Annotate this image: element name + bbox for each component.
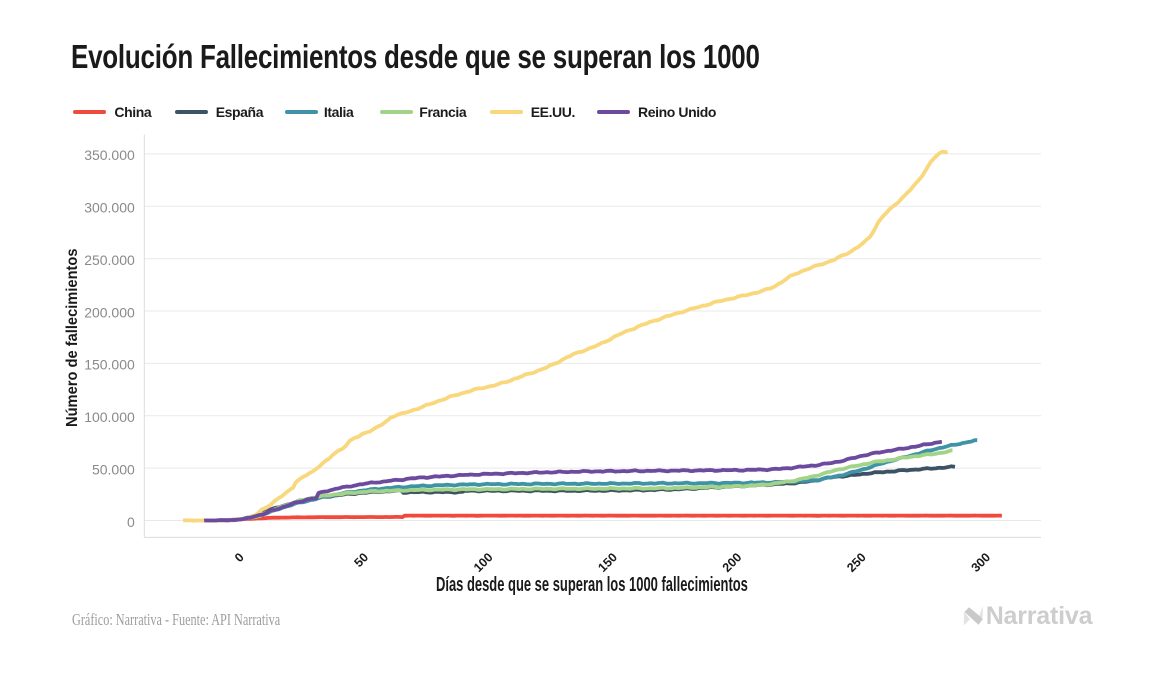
svg-text:150.000: 150.000	[84, 357, 135, 373]
svg-text:100: 100	[471, 550, 496, 575]
svg-text:200: 200	[720, 550, 745, 575]
svg-text:0: 0	[127, 514, 135, 530]
svg-text:150: 150	[595, 550, 620, 575]
svg-text:50.000: 50.000	[92, 461, 135, 477]
svg-text:300: 300	[969, 550, 994, 575]
svg-text:250: 250	[844, 550, 869, 575]
svg-text:350.000: 350.000	[84, 147, 135, 163]
svg-text:0: 0	[232, 550, 247, 565]
svg-text:300.000: 300.000	[84, 200, 135, 216]
svg-text:250.000: 250.000	[84, 252, 135, 268]
svg-text:200.000: 200.000	[84, 304, 135, 320]
svg-text:50: 50	[351, 550, 371, 570]
svg-text:100.000: 100.000	[84, 409, 135, 425]
